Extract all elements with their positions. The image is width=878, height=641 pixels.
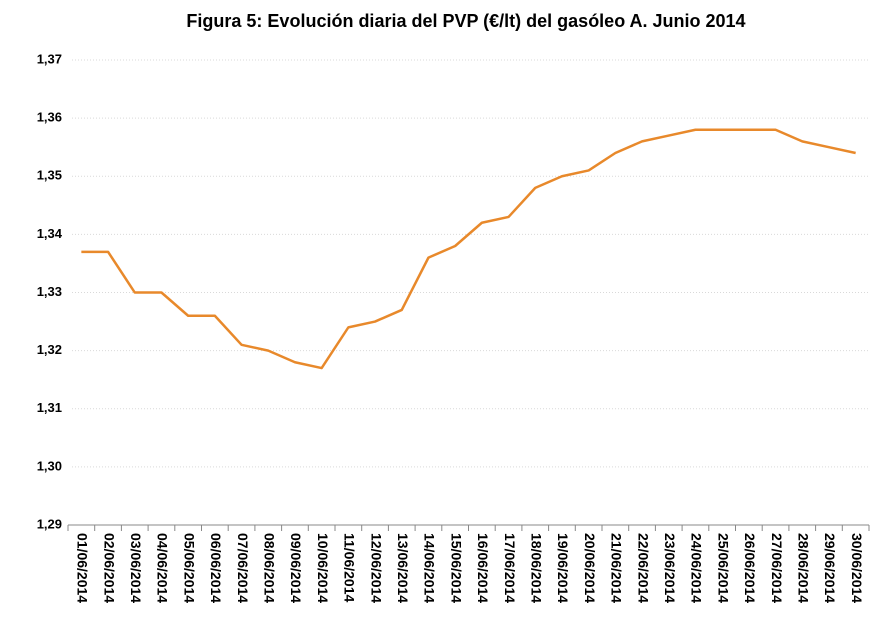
x-tick-label: 07/06/2014 xyxy=(235,533,251,603)
x-tick-label: 22/06/2014 xyxy=(635,533,651,603)
x-tick-label: 17/06/2014 xyxy=(502,533,518,603)
x-tick-label: 04/06/2014 xyxy=(155,533,171,603)
x-tick-label: 14/06/2014 xyxy=(422,533,438,603)
x-tick-label: 19/06/2014 xyxy=(555,533,571,603)
x-tick-label: 18/06/2014 xyxy=(529,533,545,603)
y-tick-label: 1,33 xyxy=(37,284,62,299)
y-tick-label: 1,34 xyxy=(37,226,63,241)
x-tick-label: 06/06/2014 xyxy=(208,533,224,603)
y-tick-label: 1,29 xyxy=(37,516,62,531)
x-tick-label: 28/06/2014 xyxy=(796,533,812,603)
x-tick-label: 13/06/2014 xyxy=(395,533,411,603)
x-tick-label: 10/06/2014 xyxy=(315,533,331,603)
x-tick-label: 20/06/2014 xyxy=(582,533,598,603)
x-tick-label: 30/06/2014 xyxy=(849,533,865,603)
x-tick-label: 01/06/2014 xyxy=(75,533,91,603)
x-tick-label: 09/06/2014 xyxy=(288,533,304,603)
x-tick-label: 08/06/2014 xyxy=(262,533,278,603)
x-tick-label: 24/06/2014 xyxy=(689,533,705,603)
x-tick-label: 12/06/2014 xyxy=(368,533,384,603)
y-tick-label: 1,30 xyxy=(37,458,62,473)
x-tick-label: 05/06/2014 xyxy=(181,533,197,603)
x-tick-label: 27/06/2014 xyxy=(769,533,785,603)
y-tick-label: 1,37 xyxy=(37,51,62,66)
x-tick-label: 15/06/2014 xyxy=(448,533,464,603)
x-tick-label: 21/06/2014 xyxy=(609,533,625,603)
x-tick-label: 16/06/2014 xyxy=(475,533,491,603)
x-tick-label: 03/06/2014 xyxy=(128,533,144,603)
y-tick-label: 1,31 xyxy=(37,400,62,415)
x-tick-label: 23/06/2014 xyxy=(662,533,678,603)
line xyxy=(81,128,856,370)
y-tick-label: 1,36 xyxy=(37,110,62,125)
chart-title: Figura 5: Evolución diaria del PVP (€/lt… xyxy=(186,11,745,31)
x-tick-label: 29/06/2014 xyxy=(822,533,838,603)
y-tick-label: 1,35 xyxy=(37,168,62,183)
y-tick-label: 1,32 xyxy=(37,342,62,357)
x-tick-label: 02/06/2014 xyxy=(101,533,117,603)
x-tick-label: 11/06/2014 xyxy=(342,533,358,603)
x-tick-label: 26/06/2014 xyxy=(742,533,758,603)
x-tick-label: 25/06/2014 xyxy=(715,533,731,603)
